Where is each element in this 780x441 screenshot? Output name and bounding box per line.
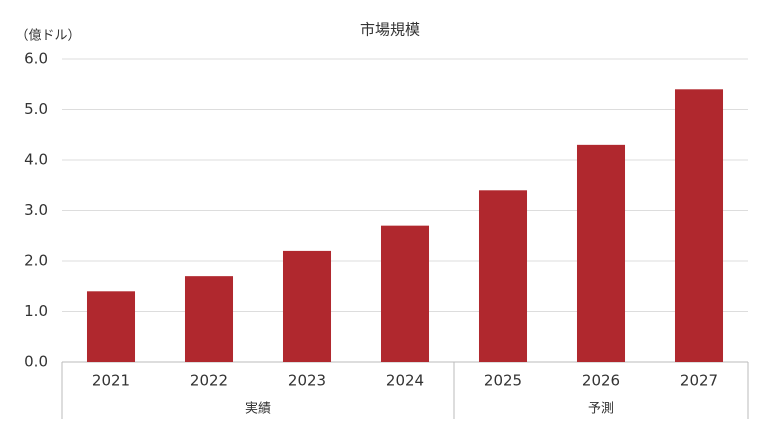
x-tick-label: 2021 (92, 372, 130, 390)
x-tick-label: 2024 (386, 372, 424, 390)
x-tick-label: 2025 (484, 372, 522, 390)
bar (674, 89, 724, 363)
x-tick-label: 2027 (680, 372, 718, 390)
group-label: 予測 (588, 402, 614, 417)
bar (184, 276, 234, 362)
x-tick-label: 2023 (288, 372, 326, 390)
y-tick-label: 4.0 (24, 151, 48, 169)
y-tick-label: 6.0 (24, 50, 48, 68)
group-label: 実績 (245, 401, 271, 417)
y-tick-label: 2.0 (24, 252, 48, 270)
bar (478, 190, 528, 362)
x-tick-label: 2022 (190, 372, 228, 390)
bar (86, 291, 136, 362)
chart-title: 市場規模 (360, 21, 420, 39)
y-tick-label: 1.0 (24, 302, 48, 320)
y-tick-label: 0.0 (24, 353, 48, 371)
bar (282, 250, 332, 362)
y-tick-label: 3.0 (24, 201, 48, 219)
y-axis-label: （億ドル） (15, 28, 80, 44)
x-tick-label: 2026 (582, 372, 620, 390)
bar (380, 225, 430, 362)
y-tick-label: 5.0 (24, 100, 48, 118)
bar (576, 144, 626, 362)
